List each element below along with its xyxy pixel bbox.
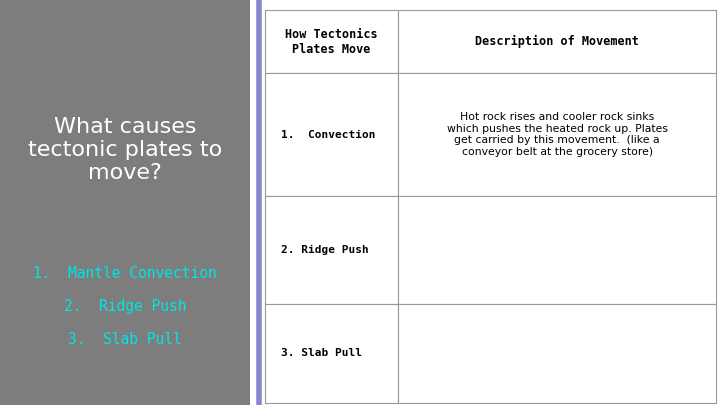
Text: 1.  Convection: 1. Convection: [281, 130, 375, 140]
Bar: [398, 304, 716, 403]
Text: 3. Slab Pull: 3. Slab Pull: [281, 348, 362, 358]
Bar: [265, 10, 398, 73]
Bar: [265, 196, 398, 304]
Bar: [250, 0, 720, 405]
Text: How Tectonics
Plates Move: How Tectonics Plates Move: [285, 28, 378, 55]
Bar: [398, 10, 716, 73]
Text: 2.  Ridge Push: 2. Ridge Push: [63, 299, 186, 314]
Text: What causes
tectonic plates to
move?: What causes tectonic plates to move?: [28, 117, 222, 183]
Text: Description of Movement: Description of Movement: [475, 35, 639, 48]
Text: Hot rock rises and cooler rock sinks
which pushes the heated rock up. Plates
get: Hot rock rises and cooler rock sinks whi…: [447, 112, 667, 157]
Bar: [265, 304, 398, 403]
Text: 2. Ridge Push: 2. Ridge Push: [281, 245, 369, 255]
Text: 1.  Mantle Convection: 1. Mantle Convection: [33, 266, 217, 281]
Bar: [398, 196, 716, 304]
Bar: [265, 73, 398, 196]
Text: 3.  Slab Pull: 3. Slab Pull: [68, 332, 181, 347]
Bar: [398, 73, 716, 196]
